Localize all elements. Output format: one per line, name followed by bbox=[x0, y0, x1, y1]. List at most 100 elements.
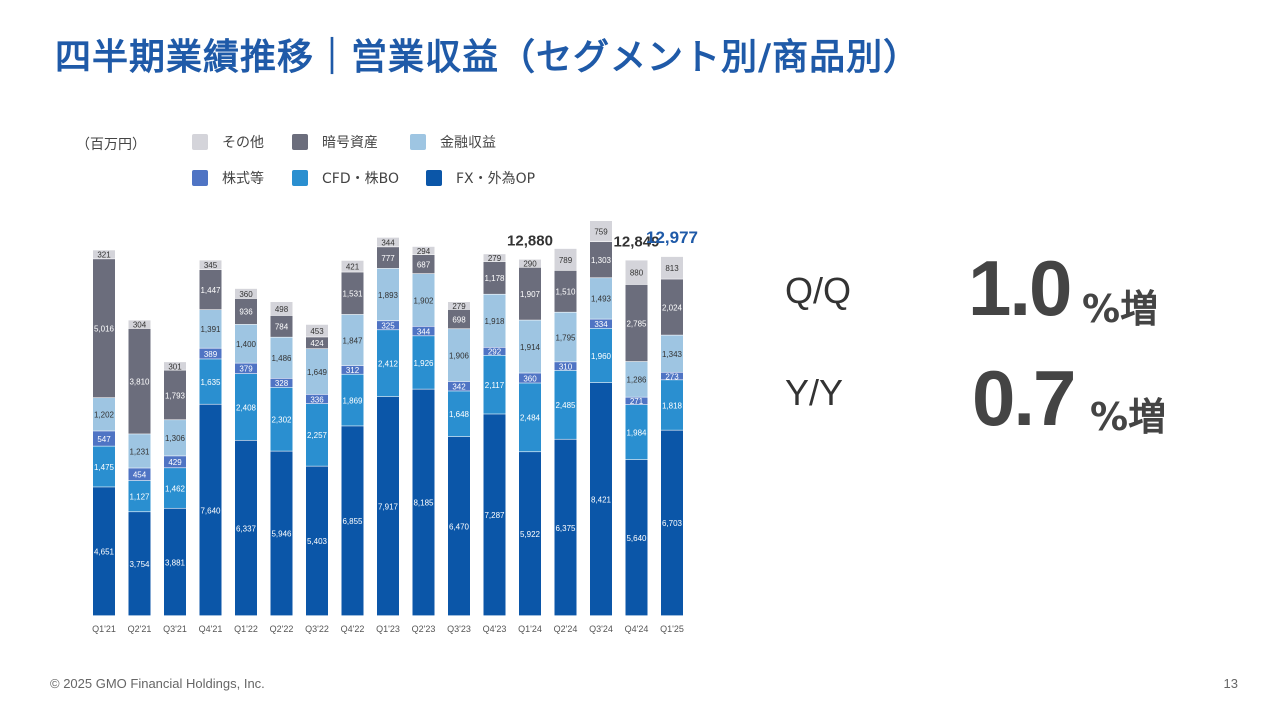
x-tick-label: Q1'22 bbox=[234, 624, 258, 634]
data-label: 880 bbox=[630, 269, 644, 278]
bar-segment bbox=[519, 452, 541, 616]
bar-segment bbox=[377, 247, 399, 269]
bar-segment bbox=[164, 456, 186, 468]
x-tick-label: Q3'22 bbox=[305, 624, 329, 634]
data-label: 379 bbox=[239, 365, 253, 374]
total-label: 12,880 bbox=[507, 233, 553, 250]
bar-segment bbox=[235, 373, 257, 440]
data-label: 2,785 bbox=[626, 319, 647, 328]
bar-segment bbox=[448, 302, 470, 310]
data-label: 334 bbox=[594, 320, 608, 329]
bar-segment bbox=[412, 254, 435, 274]
bar-segment bbox=[661, 256, 683, 279]
data-label: 3,881 bbox=[165, 558, 186, 567]
page-number: 13 bbox=[1223, 676, 1238, 691]
bar-segment bbox=[199, 404, 222, 616]
data-label: 1,510 bbox=[555, 288, 576, 297]
bar-segment bbox=[128, 512, 151, 616]
bar-segment bbox=[412, 326, 435, 336]
bar-segment bbox=[483, 294, 506, 348]
data-label: 1,984 bbox=[626, 428, 647, 437]
legend-item-cfd: CFD・株BO bbox=[292, 168, 399, 188]
bar-segment bbox=[306, 403, 328, 466]
data-label: 5,016 bbox=[94, 325, 115, 334]
data-label: 1,343 bbox=[662, 350, 683, 359]
bar-segment bbox=[377, 330, 399, 397]
data-label: 5,946 bbox=[271, 530, 292, 539]
bar-segment bbox=[625, 260, 648, 285]
data-label: 424 bbox=[310, 339, 324, 348]
bar-segment bbox=[270, 451, 293, 616]
data-label: 4,651 bbox=[94, 548, 115, 557]
bar-segment bbox=[235, 324, 257, 363]
bar-segment bbox=[519, 320, 541, 373]
bar-segment bbox=[199, 260, 222, 270]
x-tick-label: Q4'23 bbox=[483, 624, 507, 634]
x-tick-label: Q2'23 bbox=[412, 624, 436, 634]
x-tick-label: Q4'22 bbox=[341, 624, 365, 634]
data-label: 5,403 bbox=[307, 537, 328, 546]
data-label: 421 bbox=[346, 263, 360, 272]
data-label: 279 bbox=[488, 254, 502, 263]
bar-segment bbox=[377, 396, 399, 616]
data-label: 2,257 bbox=[307, 431, 328, 440]
bar-segment bbox=[270, 315, 293, 337]
legend-swatch bbox=[292, 134, 308, 150]
data-label: 1,391 bbox=[200, 325, 221, 334]
data-label: 2,117 bbox=[485, 381, 505, 390]
bar-segment bbox=[661, 372, 683, 380]
data-label: 2,408 bbox=[236, 403, 257, 412]
bar-segment bbox=[306, 337, 328, 349]
bar-segment bbox=[554, 370, 577, 439]
bar-segment bbox=[377, 321, 399, 330]
bar-segment bbox=[93, 487, 115, 616]
data-label: 1,127 bbox=[129, 492, 150, 501]
bar-segment bbox=[554, 248, 577, 271]
data-label: 1,493 bbox=[591, 295, 612, 304]
bar-segment bbox=[164, 370, 186, 420]
data-label: 813 bbox=[665, 264, 679, 273]
bar-segment bbox=[199, 348, 222, 359]
legend-item-other: その他 bbox=[192, 132, 264, 152]
data-label: 1,914 bbox=[520, 343, 541, 352]
bar-segment bbox=[270, 378, 293, 388]
bar-segment bbox=[93, 446, 115, 487]
data-label: 1,818 bbox=[662, 401, 683, 410]
bar-segment bbox=[519, 383, 541, 452]
bar-segment bbox=[270, 301, 293, 316]
data-label: 6,703 bbox=[662, 519, 683, 528]
data-label: 292 bbox=[488, 348, 502, 357]
x-tick-label: Q1'21 bbox=[92, 624, 116, 634]
data-label: 279 bbox=[452, 302, 466, 311]
data-label: 7,917 bbox=[378, 502, 399, 511]
x-tick-label: Q3'21 bbox=[163, 624, 187, 634]
data-label: 8,421 bbox=[591, 495, 612, 504]
data-label: 1,793 bbox=[165, 391, 186, 400]
data-label: 1,178 bbox=[484, 274, 505, 283]
bar-segment bbox=[590, 278, 612, 319]
x-tick-label: Q3'24 bbox=[589, 624, 613, 634]
data-label: 6,337 bbox=[236, 524, 257, 533]
data-label: 328 bbox=[275, 379, 289, 388]
bar-segment bbox=[483, 414, 506, 616]
yy-suffix: %増 bbox=[1090, 395, 1167, 439]
x-tick-label: Q2'24 bbox=[554, 624, 578, 634]
bar-segment bbox=[306, 466, 328, 616]
data-label: 5,640 bbox=[626, 534, 647, 543]
bar-segment bbox=[483, 254, 506, 262]
bar-segment bbox=[341, 260, 364, 272]
data-label: 6,470 bbox=[449, 522, 470, 531]
data-label: 547 bbox=[97, 435, 111, 444]
bar-segment bbox=[412, 246, 435, 255]
bar-segment bbox=[661, 380, 683, 430]
yy-label: Y/Y bbox=[785, 372, 844, 413]
data-label: 453 bbox=[310, 327, 324, 336]
legend-swatch bbox=[292, 170, 308, 186]
bar-segment bbox=[448, 329, 470, 382]
data-label: 1,306 bbox=[165, 434, 186, 443]
data-label: 1,202 bbox=[94, 411, 115, 420]
data-label: 360 bbox=[239, 290, 253, 299]
x-tick-label: Q2'22 bbox=[270, 624, 294, 634]
total-label: 12,849 bbox=[614, 233, 660, 250]
bar-segment bbox=[519, 259, 541, 267]
